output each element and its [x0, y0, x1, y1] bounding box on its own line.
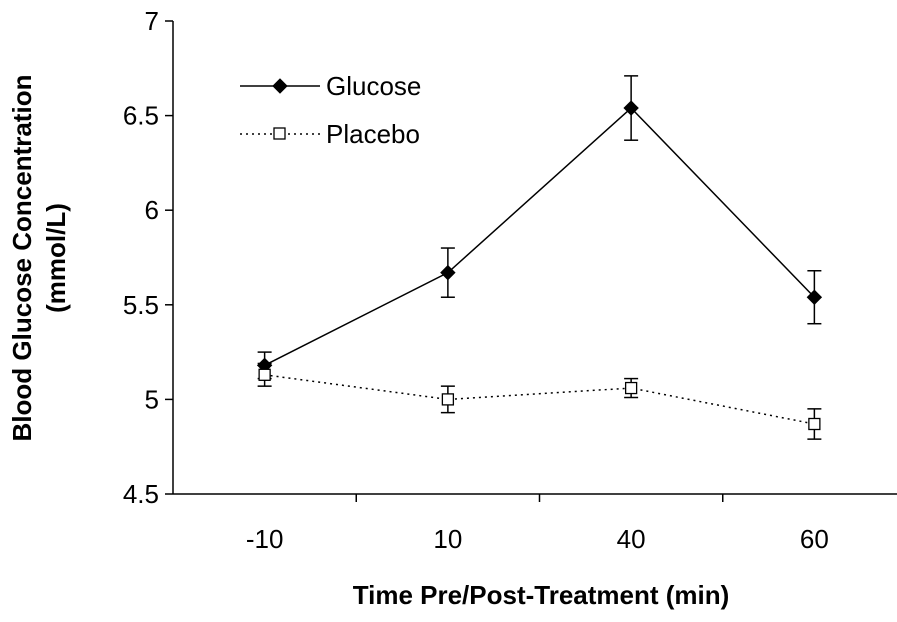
y-tick-label: 5 — [145, 384, 159, 414]
y-tick-label: 6 — [145, 195, 159, 225]
legend-placebo-square-icon — [273, 127, 286, 140]
series-line-placebo — [264, 374, 815, 425]
y-axis-title-line-1: Blood Glucose Concentration — [7, 75, 37, 442]
series-placebo — [257, 362, 822, 440]
x-tick-label: 40 — [617, 524, 646, 554]
x-ticks: -10 10 40 60 — [246, 494, 829, 554]
legend-placebo-label: Placebo — [326, 119, 420, 149]
data-point-square — [624, 381, 638, 395]
series-layer — [256, 75, 823, 440]
legend-glucose-diamond-icon — [272, 78, 288, 94]
y-tick-label: 6.5 — [123, 101, 159, 131]
legend-item-glucose: Glucose — [240, 71, 421, 101]
y-tick-label: 5.5 — [123, 290, 159, 320]
legend-item-placebo: Placebo — [240, 119, 420, 149]
x-tick-label: 60 — [800, 524, 829, 554]
y-ticks: 4.5 5 5.5 6 6.5 7 — [123, 6, 173, 509]
x-tick-label: 10 — [433, 524, 462, 554]
data-point-square — [258, 368, 271, 381]
series-line-glucose — [264, 106, 815, 367]
y-tick-label: 4.5 — [123, 479, 159, 509]
legend: Glucose Placebo — [240, 71, 421, 149]
y-axis-title-line-2: (mmol/L) — [41, 203, 71, 313]
x-tick-label: -10 — [246, 524, 284, 554]
data-point-diamond — [440, 264, 456, 281]
data-point-diamond — [623, 100, 639, 116]
data-point-square — [441, 393, 455, 406]
data-point-square — [808, 417, 821, 431]
y-axis-title: Blood Glucose Concentration (mmol/L) — [7, 75, 71, 442]
y-tick-label: 7 — [145, 6, 159, 36]
data-point-diamond — [806, 289, 823, 305]
legend-glucose-label: Glucose — [326, 71, 421, 101]
x-axis-title: Time Pre/Post-Treatment (min) — [353, 580, 730, 610]
